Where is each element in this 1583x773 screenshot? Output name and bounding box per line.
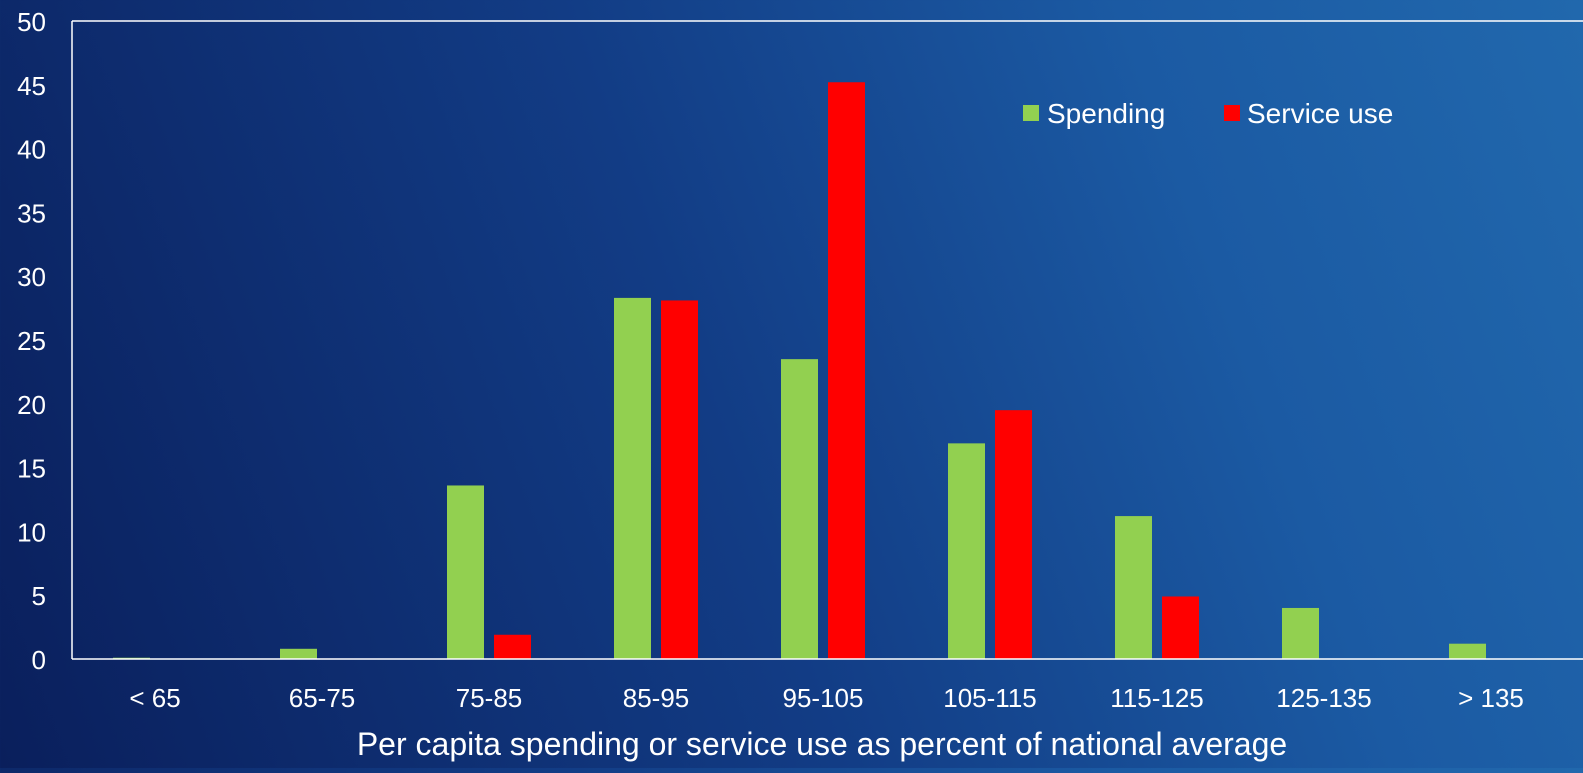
- y-tick-label: 0: [32, 645, 46, 675]
- y-axis-tick-labels: 0 5 10 15 20 25 30 35 40 45 50: [17, 7, 46, 675]
- legend: Spending Service use: [1023, 98, 1393, 129]
- x-axis-label: Per capita spending or service use as pe…: [357, 726, 1287, 762]
- bar-service-use-6: [1162, 596, 1199, 659]
- y-tick-label: 15: [17, 454, 46, 484]
- y-tick-label: 30: [17, 262, 46, 292]
- bar-service-use-4: [828, 82, 865, 660]
- x-axis-tick-labels: < 65 65-75 75-85 85-95 95-105 105-115 115-125 1…: [129, 683, 1524, 713]
- y-tick-label: 35: [17, 198, 46, 228]
- bar-service-use-2: [494, 634, 531, 659]
- bar-spending-3: [614, 297, 651, 659]
- x-tick-label: > 135: [1458, 683, 1524, 713]
- x-tick-label: 65-75: [289, 683, 356, 713]
- x-tick-label: 105-115: [943, 683, 1037, 713]
- legend-label-spending: Spending: [1047, 98, 1165, 129]
- bars-group: [113, 82, 1486, 660]
- x-tick-label: 75-85: [456, 683, 523, 713]
- y-tick-label: 10: [17, 517, 46, 547]
- x-tick-label: 125-135: [1276, 683, 1371, 713]
- bar-service-use-5: [995, 410, 1032, 659]
- y-tick-label: 50: [17, 7, 46, 37]
- bar-spending-1: [280, 648, 317, 659]
- legend-label-service-use: Service use: [1247, 98, 1393, 129]
- y-tick-label: 25: [17, 326, 46, 356]
- y-tick-label: 20: [17, 390, 46, 420]
- bar-service-use-3: [661, 300, 698, 659]
- bar-spending-8: [1449, 643, 1486, 659]
- bar-spending-6: [1115, 516, 1152, 659]
- x-tick-label: 85-95: [623, 683, 690, 713]
- bar-spending-2: [447, 485, 484, 659]
- y-tick-label: 5: [32, 581, 46, 611]
- y-tick-label: 45: [17, 71, 46, 101]
- x-tick-label: 115-125: [1110, 683, 1204, 713]
- bar-spending-4: [781, 359, 818, 659]
- bar-spending-5: [948, 443, 985, 659]
- x-tick-label: 95-105: [783, 683, 864, 713]
- bar-spending-7: [1282, 607, 1319, 659]
- legend-swatch-service-use: [1224, 105, 1240, 121]
- x-tick-label: < 65: [129, 683, 180, 713]
- legend-swatch-spending: [1023, 105, 1039, 121]
- y-tick-label: 40: [17, 135, 46, 165]
